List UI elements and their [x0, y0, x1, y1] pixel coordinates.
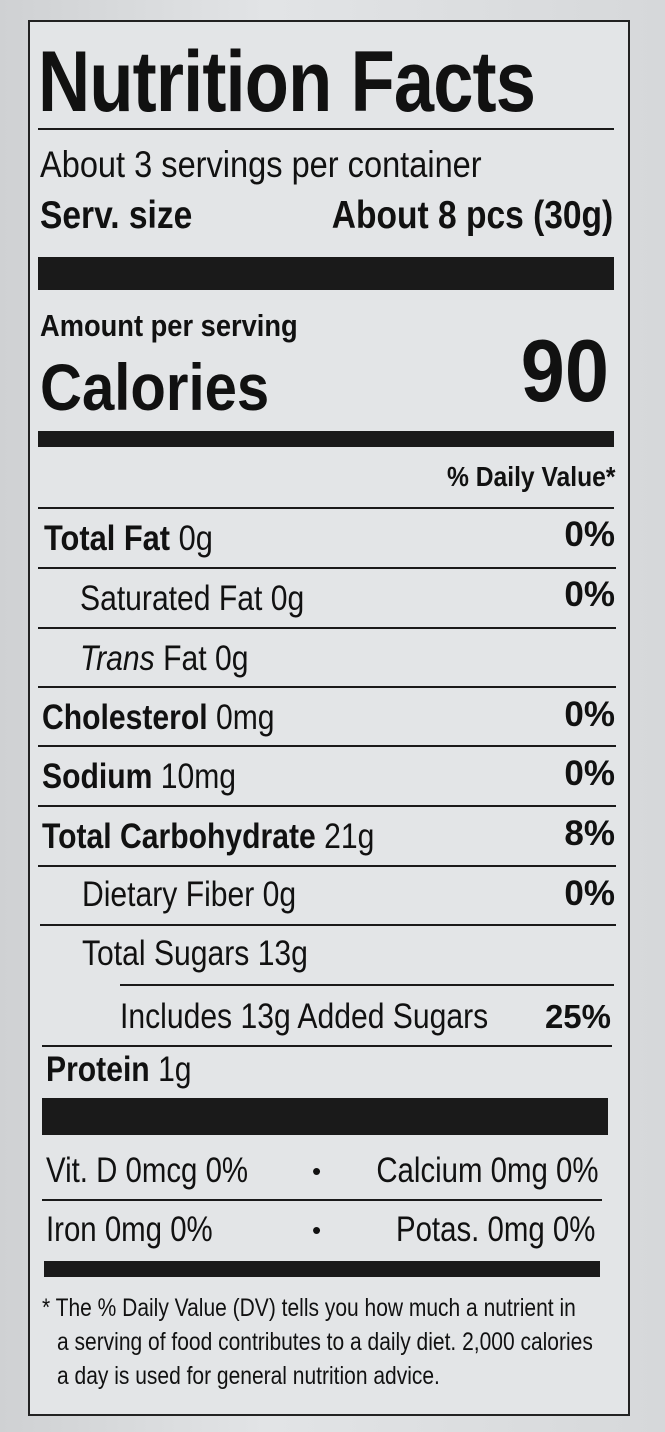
divider	[38, 865, 616, 867]
divider	[38, 128, 614, 130]
separator: •	[312, 1215, 322, 1245]
nutrient-amount: 0g	[178, 519, 213, 558]
iron: Iron 0mg 0%	[46, 1210, 213, 1249]
divider	[38, 567, 616, 569]
footnote-line: a serving of food contributes to a daily…	[57, 1328, 593, 1356]
amount-per-serving: Amount per serving	[40, 308, 298, 343]
footnote-line: a day is used for general nutrition advi…	[57, 1362, 440, 1390]
footnote-line: * The % Daily Value (DV) tells you how m…	[42, 1294, 576, 1322]
nutrient-dv: 0%	[564, 695, 615, 734]
divider	[38, 507, 614, 509]
divider	[38, 627, 616, 629]
divider	[42, 1199, 602, 1201]
calories-value: 90	[520, 321, 609, 420]
separator: •	[312, 1156, 322, 1186]
potassium: Potas. 0mg 0%	[395, 1210, 595, 1249]
nutrient-dv: 25%	[544, 998, 611, 1035]
title: Nutrition Facts	[38, 34, 536, 130]
nutrient-name: Fat	[163, 639, 207, 678]
divider	[38, 686, 616, 688]
nutrient-name: Total Carbohydrate	[42, 817, 316, 856]
nutrient-name: Sodium	[42, 757, 153, 796]
nutrient-name: Saturated Fat	[80, 579, 263, 618]
nutrient-amount: 1g	[158, 1050, 192, 1089]
nutrient-name: Total Sugars	[82, 934, 250, 973]
divider	[38, 805, 616, 807]
serving-size-value: About 8 pcs (30g)	[331, 194, 613, 237]
thick-bar	[42, 1098, 608, 1135]
nutrient-dv: 0%	[564, 515, 615, 554]
nutrient-amount: 13g	[257, 934, 308, 973]
nutrient-name: Dietary Fiber	[82, 875, 255, 914]
medium-bar	[38, 431, 614, 447]
divider	[40, 924, 616, 926]
nutrient-amount: 21g	[324, 817, 375, 856]
nutrient-dv: 0%	[564, 575, 615, 614]
thick-bar	[38, 257, 614, 290]
medium-bar	[44, 1261, 600, 1277]
daily-value-header: % Daily Value*	[446, 461, 615, 492]
divider	[120, 984, 614, 986]
nutrient-name: Includes 13g Added Sugars	[120, 997, 489, 1036]
nutrient-name: Cholesterol	[42, 698, 208, 737]
nutrient-amount: 0g	[270, 579, 305, 618]
nutrient-amount: 0g	[214, 639, 249, 678]
divider	[42, 1045, 612, 1047]
calcium: Calcium 0mg 0%	[376, 1151, 599, 1190]
calories-label: Calories	[40, 350, 270, 424]
nutrient-dv: 8%	[564, 814, 615, 853]
nutrient-amount: 10mg	[160, 757, 237, 796]
nutrition-facts-panel	[28, 20, 630, 1416]
serving-size-label: Serv. size	[40, 194, 193, 237]
nutrient-name-italic: Trans	[80, 639, 155, 678]
nutrient-amount: 0g	[262, 875, 297, 914]
nutrient-amount: 0mg	[215, 698, 275, 737]
divider	[38, 745, 616, 747]
vitamin-d: Vit. D 0mcg 0%	[46, 1151, 249, 1190]
nutrient-name: Protein	[46, 1050, 150, 1089]
nutrient-name: Total Fat	[44, 519, 171, 558]
nutrient-dv: 0%	[564, 874, 615, 913]
servings-per-container: About 3 servings per container	[40, 144, 482, 185]
nutrient-dv: 0%	[564, 754, 615, 793]
